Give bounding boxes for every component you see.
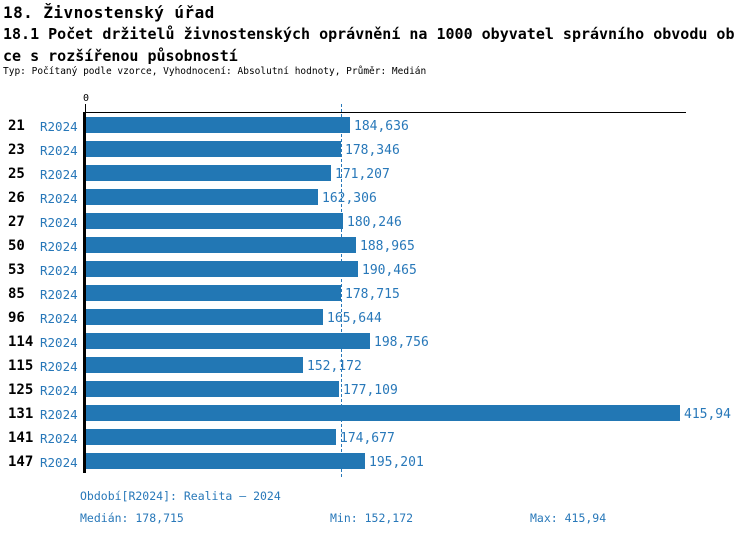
value-bar[interactable] [86,381,339,397]
row-series-label: R2024 [40,407,78,422]
row-category-label: 131 [8,406,34,422]
legend-max: Max: 415,94 [530,511,607,525]
table-row: 125 R2024 177,109 [0,381,750,398]
row-category-label: 25 [8,166,25,182]
table-row: 85 R2024 178,715 [0,285,750,302]
value-bar[interactable] [86,309,323,325]
table-row: 23 R2024 178,346 [0,141,750,158]
row-value-label: 198,756 [374,335,429,350]
value-bar[interactable] [86,453,365,469]
row-category-label: 141 [8,430,34,446]
legend-min: Min: 152,172 [330,511,414,525]
row-category-label: 26 [8,190,25,206]
table-row: 115 R2024 152,172 [0,357,750,374]
value-bar[interactable] [86,405,680,421]
row-value-label: 180,246 [347,215,402,230]
value-bar[interactable] [86,117,350,133]
x-axis-zero-tick-label: 0 [82,93,90,104]
row-series-label: R2024 [40,167,78,182]
value-bar[interactable] [86,213,343,229]
value-bar[interactable] [86,237,356,253]
row-value-label: 152,172 [307,359,362,374]
table-row: 114 R2024 198,756 [0,333,750,350]
table-row: 25 R2024 171,207 [0,165,750,182]
table-row: 27 R2024 180,246 [0,213,750,230]
row-category-label: 115 [8,358,34,374]
row-value-label: 174,677 [340,431,395,446]
row-value-label: 178,715 [345,287,400,302]
table-row: 53 R2024 190,465 [0,261,750,278]
row-series-label: R2024 [40,143,78,158]
row-value-label: 190,465 [362,263,417,278]
value-bar[interactable] [86,333,370,349]
chart-meta-info: Typ: Počítaný podle vzorce, Vyhodnocení:… [3,66,427,77]
row-series-label: R2024 [40,287,78,302]
row-category-label: 125 [8,382,34,398]
value-bar[interactable] [86,429,336,445]
table-row: 147 R2024 195,201 [0,453,750,470]
table-row: 21 R2024 184,636 [0,117,750,134]
row-series-label: R2024 [40,383,78,398]
row-series-label: R2024 [40,311,78,326]
chart-title-line-1: 18.1 Počet držitelů živnostenských opráv… [3,25,735,43]
row-value-label: 188,965 [360,239,415,254]
row-value-label: 184,636 [354,119,409,134]
row-category-label: 147 [8,454,34,470]
row-value-label: 165,644 [327,311,382,326]
row-series-label: R2024 [40,119,78,134]
row-category-label: 53 [8,262,25,278]
row-category-label: 96 [8,310,25,326]
value-bar[interactable] [86,261,358,277]
legend-median: Medián: 178,715 [80,511,184,525]
row-category-label: 50 [8,238,25,254]
row-series-label: R2024 [40,359,78,374]
chart-title-line-2: ce s rozšířenou působností [3,47,238,65]
row-value-label: 178,346 [345,143,400,158]
row-category-label: 85 [8,286,25,302]
row-series-label: R2024 [40,431,78,446]
row-series-label: R2024 [40,335,78,350]
row-category-label: 27 [8,214,25,230]
median-reference-line [341,104,342,477]
value-bar[interactable] [86,285,341,301]
row-series-label: R2024 [40,239,78,254]
row-series-label: R2024 [40,263,78,278]
page-title: 18. Živnostenský úřad [3,3,215,22]
table-row: 96 R2024 165,644 [0,309,750,326]
row-category-label: 21 [8,118,25,134]
row-value-label: 162,306 [322,191,377,206]
table-row: 131 R2024 415,94 [0,405,750,422]
row-value-label: 177,109 [343,383,398,398]
row-value-label: 195,201 [369,455,424,470]
row-series-label: R2024 [40,191,78,206]
table-row: 141 R2024 174,677 [0,429,750,446]
value-bar[interactable] [86,189,318,205]
chart-top-axis-line [85,112,686,113]
table-row: 26 R2024 162,306 [0,189,750,206]
value-bar[interactable] [86,165,331,181]
row-category-label: 23 [8,142,25,158]
row-series-label: R2024 [40,455,78,470]
legend-period: Období[R2024]: Realita – 2024 [80,489,281,503]
row-value-label: 415,94 [684,407,731,422]
chart-y-axis-line [83,112,86,473]
value-bar[interactable] [86,357,303,373]
x-axis-zero-tick-mark [85,104,86,113]
row-value-label: 171,207 [335,167,390,182]
row-category-label: 114 [8,334,34,350]
table-row: 50 R2024 188,965 [0,237,750,254]
value-bar[interactable] [86,141,341,157]
row-series-label: R2024 [40,215,78,230]
